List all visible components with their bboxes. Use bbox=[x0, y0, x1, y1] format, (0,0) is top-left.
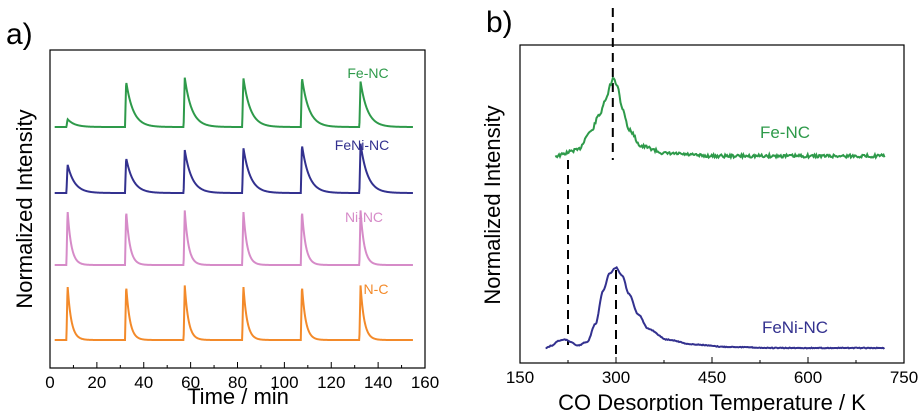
panel-b-series-labels: Fe-NC FeNi-NC bbox=[760, 123, 828, 337]
panel-a-series-labels: Fe-NC FeNi-NC Ni-NC N-C bbox=[335, 65, 389, 297]
series-line-feni-nc bbox=[545, 266, 885, 350]
x-tick-label: 140 bbox=[364, 373, 392, 392]
x-tick-label: 80 bbox=[228, 373, 247, 392]
panel-a: a) 0 20 40 60 80 100 120 140 160 Fe-NC FeNi-NC Ni-… bbox=[6, 18, 439, 409]
x-tick-label: 750 bbox=[890, 368, 918, 387]
series-line-n-c bbox=[54, 285, 413, 341]
panel-b-reference-lines bbox=[567, 8, 617, 360]
series-line-ni-nc bbox=[54, 210, 413, 266]
x-tick-label: 120 bbox=[317, 373, 345, 392]
panel-b-x-axis-title: CO Desorption Temperature / K bbox=[558, 390, 866, 411]
panel-b-plot-frame bbox=[519, 44, 905, 364]
x-tick-label: 600 bbox=[794, 368, 822, 387]
panel-a-series bbox=[54, 77, 413, 341]
x-tick-label: 150 bbox=[506, 368, 534, 387]
panel-b: b) 150 300 450 600 750 Fe-NC FeNi-NC CO Desor… bbox=[480, 6, 918, 411]
panel-b-series bbox=[545, 76, 886, 350]
series-line-fe-nc bbox=[554, 76, 886, 161]
series-label: Fe-NC bbox=[760, 123, 810, 142]
x-tick-label: 60 bbox=[181, 373, 200, 392]
x-tick-label: 300 bbox=[602, 368, 630, 387]
x-tick-label: 160 bbox=[411, 373, 439, 392]
panel-b-x-ticks: 150 300 450 600 750 bbox=[506, 357, 918, 387]
panel-a-label: a) bbox=[6, 18, 33, 51]
series-line-feni-nc bbox=[54, 143, 413, 194]
panel-a-y-axis-title: Normalized Intensity bbox=[12, 109, 37, 308]
x-tick-label: 40 bbox=[134, 373, 153, 392]
series-label: Fe-NC bbox=[347, 65, 388, 81]
panel-a-x-axis-title: Time / min bbox=[187, 384, 289, 409]
panel-b-label: b) bbox=[486, 6, 513, 39]
panel-b-y-axis-title: Normalized Intensity bbox=[480, 105, 505, 304]
x-tick-label: 0 bbox=[45, 373, 54, 392]
series-label: Ni-NC bbox=[345, 209, 383, 225]
x-tick-label: 450 bbox=[698, 368, 726, 387]
series-label: FeNi-NC bbox=[762, 318, 828, 337]
series-label: N-C bbox=[364, 281, 389, 297]
series-line-fe-nc bbox=[54, 77, 413, 129]
x-tick-label: 100 bbox=[270, 373, 298, 392]
series-label: FeNi-NC bbox=[335, 137, 389, 153]
panel-a-x-ticks: 0 20 40 60 80 100 120 140 160 bbox=[45, 362, 439, 392]
x-tick-label: 20 bbox=[87, 373, 106, 392]
